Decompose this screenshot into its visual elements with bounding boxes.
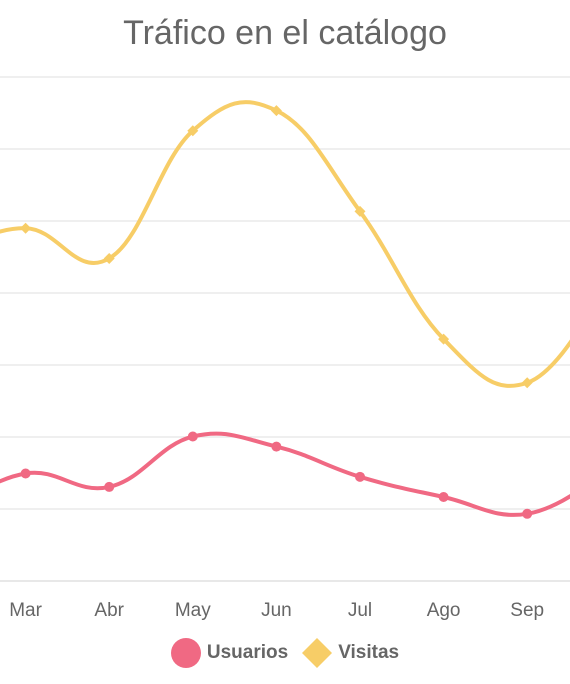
data-point-usuarios-mar: [20, 468, 31, 479]
diamond-marker-icon: [302, 638, 333, 668]
data-point-visitas-mar: [20, 222, 32, 234]
x-tick-label-mar: Mar: [9, 600, 42, 621]
data-point-usuarios-sep: [522, 508, 533, 519]
legend-item-usuarios[interactable]: Usuarios: [170, 638, 289, 668]
grid-lines: [0, 76, 570, 582]
x-tick-label-ago: Ago: [427, 600, 461, 621]
series-line-usuarios: [0, 431, 570, 517]
x-tick-label-may: May: [175, 600, 211, 621]
legend: Usuarios Visitas: [0, 638, 570, 668]
data-point-visitas-abr: [103, 252, 115, 264]
data-point-visitas-sep: [521, 377, 533, 389]
circle-marker-icon: [170, 638, 201, 668]
legend-item-visitas[interactable]: Visitas: [302, 638, 399, 668]
legend-label-usuarios: Usuarios: [206, 642, 289, 663]
data-point-usuarios-may: [187, 431, 198, 442]
legend-label-visitas: Visitas: [338, 642, 400, 663]
series-lines: [0, 100, 570, 517]
data-point-usuarios-ago: [438, 492, 449, 502]
data-point-visitas-jul: [354, 205, 366, 217]
data-point-usuarios-jul: [355, 471, 365, 482]
x-tick-label-abr: Abr: [94, 600, 124, 621]
data-point-usuarios-abr: [104, 481, 115, 492]
data-point-usuarios-jun: [271, 441, 282, 452]
x-axis-tick-labels: Mar Abr May Jun Jul Ago Sep: [9, 600, 544, 621]
x-tick-label-jul: Jul: [348, 600, 372, 621]
data-markers: [20, 105, 533, 519]
series-line-visitas: [0, 100, 570, 388]
x-tick-label-sep: Sep: [510, 600, 544, 621]
data-point-visitas-jun: [270, 105, 282, 117]
data-point-visitas-ago: [438, 333, 450, 345]
x-tick-label-jun: Jun: [261, 600, 292, 621]
data-point-visitas-may: [187, 125, 199, 137]
chart-title: Tráfico en el catálogo: [123, 14, 447, 52]
